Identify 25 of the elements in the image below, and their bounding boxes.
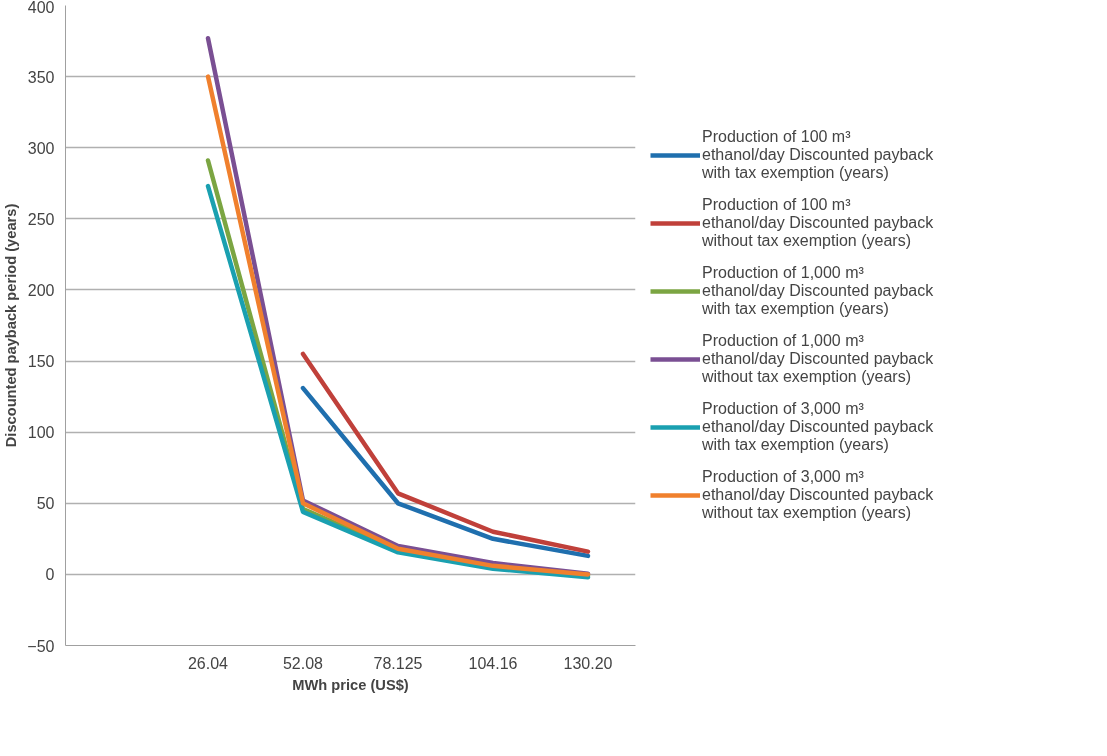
legend-label: Production of 100 m³ ethanol/day Discounted payback with tax exemption (years) <box>702 128 934 182</box>
y-tick-label: 0 <box>45 566 55 584</box>
x-axis-title: MWh price (US$) <box>292 676 409 693</box>
y-tick-label: 400 <box>27 0 55 16</box>
y-tick-label: 300 <box>27 139 55 157</box>
x-tick-label: 26.04 <box>187 654 229 672</box>
line-series <box>300 351 591 554</box>
y-tick-label: 350 <box>27 68 55 86</box>
y-tick-label: 200 <box>27 281 55 299</box>
y-tick-label: 150 <box>27 353 55 371</box>
y-tick-label: −50 <box>27 637 55 655</box>
y-tick-label: 100 <box>27 424 55 442</box>
legend-label: Production of 100 m³ ethanol/day Discounted payback without tax exemption (years) <box>702 196 934 250</box>
x-tick-label: 78.125 <box>373 654 423 672</box>
y-tick-label: 250 <box>27 210 55 228</box>
line-series <box>300 385 591 559</box>
x-tick-label: 52.08 <box>282 654 324 672</box>
y-tick-label: 50 <box>36 495 55 513</box>
legend-label: Production of 3,000 m³ ethanol/day Discounted payback with tax exemption (years) <box>702 400 934 454</box>
x-tick-label: 130.20 <box>563 654 613 672</box>
x-tick-label: 104.16 <box>468 654 518 672</box>
y-axis-title: Discounted payback period (years) <box>3 203 20 448</box>
legend-label: Production of 1,000 m³ ethanol/day Discounted payback with tax exemption (years) <box>702 264 934 318</box>
legend-label: Production of 1,000 m³ ethanol/day Discounted payback without tax exemption (years) <box>702 332 934 386</box>
legend-label: Production of 3,000 m³ ethanol/day Discounted payback without tax exemption (years) <box>702 468 934 522</box>
